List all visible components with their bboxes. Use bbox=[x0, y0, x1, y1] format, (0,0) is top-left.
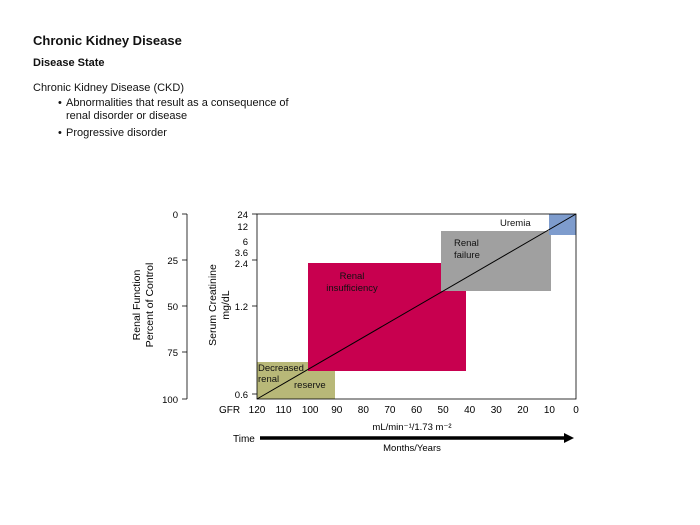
gfr-tick-label: 50 bbox=[438, 405, 450, 416]
stage-label: renal bbox=[258, 374, 279, 385]
stage-box-uremia bbox=[549, 214, 576, 235]
stage-label: reserve bbox=[294, 380, 326, 391]
bullet-item: Abnormalities that result as a consequen… bbox=[58, 97, 306, 123]
stage-box-renal-insufficiency bbox=[308, 263, 466, 371]
stage-box-renal-failure bbox=[441, 231, 551, 291]
axis-label: Serum Creatinine bbox=[207, 264, 219, 346]
gfr-tick-labels: 120 110 100 90 80 70 60 50 40 30 20 10 0 bbox=[249, 405, 580, 416]
tick-label: 0 bbox=[173, 210, 178, 221]
gfr-tick-label: 30 bbox=[491, 405, 503, 416]
gfr-tick-label: 90 bbox=[331, 405, 343, 416]
tick-label: 0.6 bbox=[235, 390, 248, 401]
gfr-tick-label: 100 bbox=[302, 405, 319, 416]
time-caption: Months/Years bbox=[383, 443, 441, 454]
stage-label: insufficiency bbox=[326, 283, 378, 294]
gfr-axis-prefix: GFR bbox=[219, 405, 240, 416]
axis-label: Renal Function bbox=[131, 270, 143, 341]
gfr-tick-label: 80 bbox=[358, 405, 370, 416]
ckd-heading: Chronic Kidney Disease (CKD) bbox=[33, 82, 184, 94]
tick-label: 1.2 bbox=[235, 302, 248, 313]
gfr-tick-label: 110 bbox=[276, 405, 292, 416]
stage-label: Renal bbox=[340, 271, 365, 282]
gfr-tick-label: 20 bbox=[517, 405, 529, 416]
bullet-item: Progressive disorder bbox=[58, 127, 306, 140]
plot-frame bbox=[256, 213, 577, 400]
slide-title: Chronic Kidney Disease bbox=[33, 33, 182, 48]
tick-label: 75 bbox=[167, 348, 178, 359]
stage-label: Renal bbox=[454, 238, 479, 249]
tick-label: 6 bbox=[243, 237, 248, 248]
tick-label: 100 bbox=[162, 395, 178, 406]
gfr-tick-label: 70 bbox=[384, 405, 396, 416]
stage-label: Uremia bbox=[500, 218, 531, 229]
gfr-tick-label: 10 bbox=[544, 405, 556, 416]
slide-subtitle: Disease State bbox=[33, 57, 105, 69]
tick-label: 50 bbox=[167, 302, 178, 313]
gfr-tick-label: 0 bbox=[573, 405, 579, 416]
creatinine-ticks bbox=[252, 213, 257, 395]
axis-label: mg/dL bbox=[220, 290, 232, 319]
gfr-unit-label: mL/min⁻¹/1.73 m⁻² bbox=[372, 422, 451, 433]
time-label: Time bbox=[233, 434, 255, 445]
stage-label: failure bbox=[454, 250, 480, 261]
tick-label: 3.6 bbox=[235, 248, 248, 259]
tick-label: 2.4 bbox=[235, 259, 248, 270]
progression-line bbox=[256, 213, 577, 400]
tick-label: 25 bbox=[167, 256, 178, 267]
tick-label: 24 bbox=[237, 210, 248, 221]
renal-function-ticks bbox=[182, 213, 187, 400]
gfr-tick-label: 40 bbox=[464, 405, 476, 416]
stage-label: Decreased bbox=[258, 363, 304, 374]
gfr-tick-label: 120 bbox=[249, 405, 266, 416]
gfr-tick-label: 60 bbox=[411, 405, 423, 416]
axis-label: Percent of Control bbox=[144, 263, 156, 348]
bullet-list: Abnormalities that result as a consequen… bbox=[58, 97, 306, 144]
tick-label: 12 bbox=[237, 222, 248, 233]
